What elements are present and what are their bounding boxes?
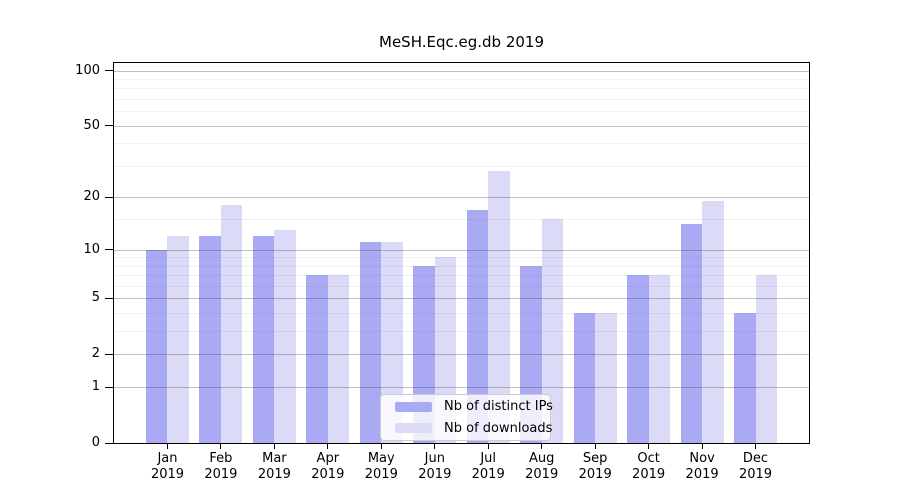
x-tick-month: Apr	[316, 451, 340, 466]
bar-distinct-ips	[466, 209, 489, 443]
legend-swatch-distinct-ips	[395, 401, 432, 412]
y-tick	[105, 249, 113, 250]
x-tick	[487, 444, 489, 449]
bar-distinct-ips	[306, 275, 328, 443]
x-tick	[648, 444, 650, 449]
y-tick-label: 50	[83, 117, 100, 133]
x-tick-year: 2019	[632, 467, 666, 482]
bar-distinct-ips	[573, 313, 596, 443]
bar-downloads	[327, 275, 350, 443]
bar-distinct-ips	[680, 224, 703, 443]
bar-downloads	[167, 236, 189, 443]
x-tick-label: Mar 2019	[244, 451, 304, 483]
y-tick	[105, 196, 113, 198]
x-tick-label: May 2019	[351, 451, 411, 483]
x-tick-label: Jun 2019	[405, 451, 465, 483]
x-tick-year: 2019	[364, 467, 398, 482]
x-tick	[167, 444, 168, 449]
x-tick-month: Jul	[480, 451, 497, 466]
x-tick-label: Nov 2019	[672, 451, 732, 483]
x-tick	[220, 444, 222, 449]
y-tick-label: 100	[75, 62, 100, 78]
bar-downloads	[648, 275, 671, 443]
x-tick-label: Aug 2019	[512, 451, 572, 483]
bar-distinct-ips	[359, 242, 382, 443]
y-tick	[105, 70, 113, 72]
y-tick-label: 20	[83, 189, 100, 205]
x-tick-year: 2019	[204, 467, 238, 482]
legend-item-downloads: Nb of downloads	[381, 419, 553, 438]
x-tick-label: Apr 2019	[298, 451, 358, 483]
x-tick-month: Feb	[209, 451, 233, 466]
y-tick-label: 10	[83, 241, 100, 257]
y-tick	[105, 386, 113, 388]
x-tick-month: Jun	[424, 451, 445, 466]
x-tick-month: May	[367, 451, 395, 466]
legend-label: Nb of downloads	[444, 420, 553, 436]
x-tick-year: 2019	[150, 467, 185, 482]
x-tick	[755, 444, 756, 449]
bar-downloads	[381, 242, 403, 443]
y-tick-label: 2	[91, 346, 100, 362]
bar-downloads	[220, 205, 243, 443]
y-tick	[105, 442, 113, 444]
legend: Nb of distinct IPs Nb of downloads	[380, 394, 553, 441]
x-tick-month: Aug	[528, 451, 555, 466]
bar-distinct-ips	[734, 313, 756, 443]
x-tick	[594, 444, 596, 449]
x-tick-month: Dec	[742, 451, 769, 466]
x-tick-year: 2019	[578, 467, 612, 482]
bar-distinct-ips	[627, 275, 649, 443]
x-tick-year: 2019	[738, 467, 773, 482]
bar-downloads	[274, 230, 296, 443]
bar-distinct-ips	[145, 249, 168, 443]
y-tick-label: 1	[91, 379, 100, 395]
x-tick-label: Sep 2019	[565, 451, 625, 483]
bar-distinct-ips	[252, 236, 275, 443]
x-tick-year: 2019	[311, 467, 345, 482]
x-tick-month: Jan	[157, 451, 178, 466]
legend-swatch-downloads	[395, 423, 432, 434]
x-tick	[327, 444, 329, 449]
x-tick-label: Feb 2019	[191, 451, 251, 483]
x-tick	[701, 444, 703, 449]
y-tick	[105, 353, 113, 355]
x-tick-label: Dec 2019	[726, 451, 786, 483]
x-tick	[541, 444, 543, 449]
x-tick-month: Oct	[637, 451, 660, 466]
legend-item-distinct-ips: Nb of distinct IPs	[381, 397, 553, 416]
bar-downloads	[541, 219, 564, 443]
bar-downloads	[488, 171, 510, 443]
x-tick-year: 2019	[525, 467, 559, 482]
bar-distinct-ips	[199, 236, 221, 443]
bar-downloads	[702, 201, 724, 443]
x-tick-year: 2019	[471, 467, 505, 482]
y-tick	[105, 125, 113, 127]
bar-downloads	[595, 313, 617, 443]
x-tick-month: Nov	[689, 451, 715, 466]
x-tick	[434, 444, 436, 449]
x-tick-year: 2019	[257, 467, 291, 482]
x-tick-month: Sep	[582, 451, 608, 466]
x-tick	[273, 444, 275, 449]
legend-label: Nb of distinct IPs	[444, 399, 553, 415]
y-tick-label: 0	[91, 435, 100, 450]
x-tick-label: Jul 2019	[458, 451, 518, 483]
x-tick	[380, 444, 382, 449]
y-tick-label: 5	[91, 290, 100, 306]
y-tick	[105, 297, 113, 299]
x-tick-year: 2019	[685, 467, 719, 482]
x-tick-year: 2019	[418, 467, 452, 482]
chart-title: MeSH.Eqc.eg.db 2019	[379, 33, 544, 51]
x-tick-label: Jan 2019	[138, 451, 198, 483]
x-tick-label: Oct 2019	[619, 451, 679, 483]
x-tick-month: Mar	[262, 451, 287, 466]
bar-downloads	[755, 275, 778, 443]
